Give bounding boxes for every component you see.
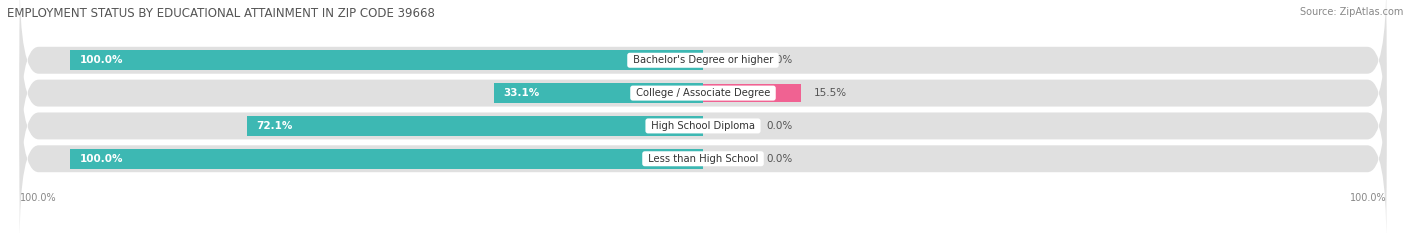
Text: 33.1%: 33.1% (503, 88, 540, 98)
Text: 0.0%: 0.0% (766, 154, 793, 164)
Text: 0.0%: 0.0% (766, 121, 793, 131)
FancyBboxPatch shape (20, 8, 1386, 178)
FancyBboxPatch shape (20, 74, 1386, 233)
Bar (494, 83, 703, 103)
Text: EMPLOYMENT STATUS BY EDUCATIONAL ATTAINMENT IN ZIP CODE 39668: EMPLOYMENT STATUS BY EDUCATIONAL ATTAINM… (7, 7, 434, 20)
Text: 0.0%: 0.0% (766, 55, 793, 65)
Bar (703, 54, 754, 66)
Bar (703, 120, 754, 132)
Text: College / Associate Degree: College / Associate Degree (633, 88, 773, 98)
Bar (247, 116, 703, 136)
FancyBboxPatch shape (20, 0, 1386, 145)
Text: High School Diploma: High School Diploma (648, 121, 758, 131)
Text: 15.5%: 15.5% (814, 88, 846, 98)
FancyBboxPatch shape (20, 41, 1386, 211)
Bar (703, 153, 754, 165)
Text: 100.0%: 100.0% (20, 193, 56, 203)
Text: Source: ZipAtlas.com: Source: ZipAtlas.com (1299, 7, 1403, 17)
Text: 100.0%: 100.0% (80, 154, 124, 164)
Text: 100.0%: 100.0% (80, 55, 124, 65)
Bar (703, 84, 801, 102)
Text: 100.0%: 100.0% (1350, 193, 1386, 203)
Text: Bachelor's Degree or higher: Bachelor's Degree or higher (630, 55, 776, 65)
Bar (70, 149, 703, 169)
Bar (70, 50, 703, 70)
Text: Less than High School: Less than High School (645, 154, 761, 164)
Text: 72.1%: 72.1% (256, 121, 292, 131)
